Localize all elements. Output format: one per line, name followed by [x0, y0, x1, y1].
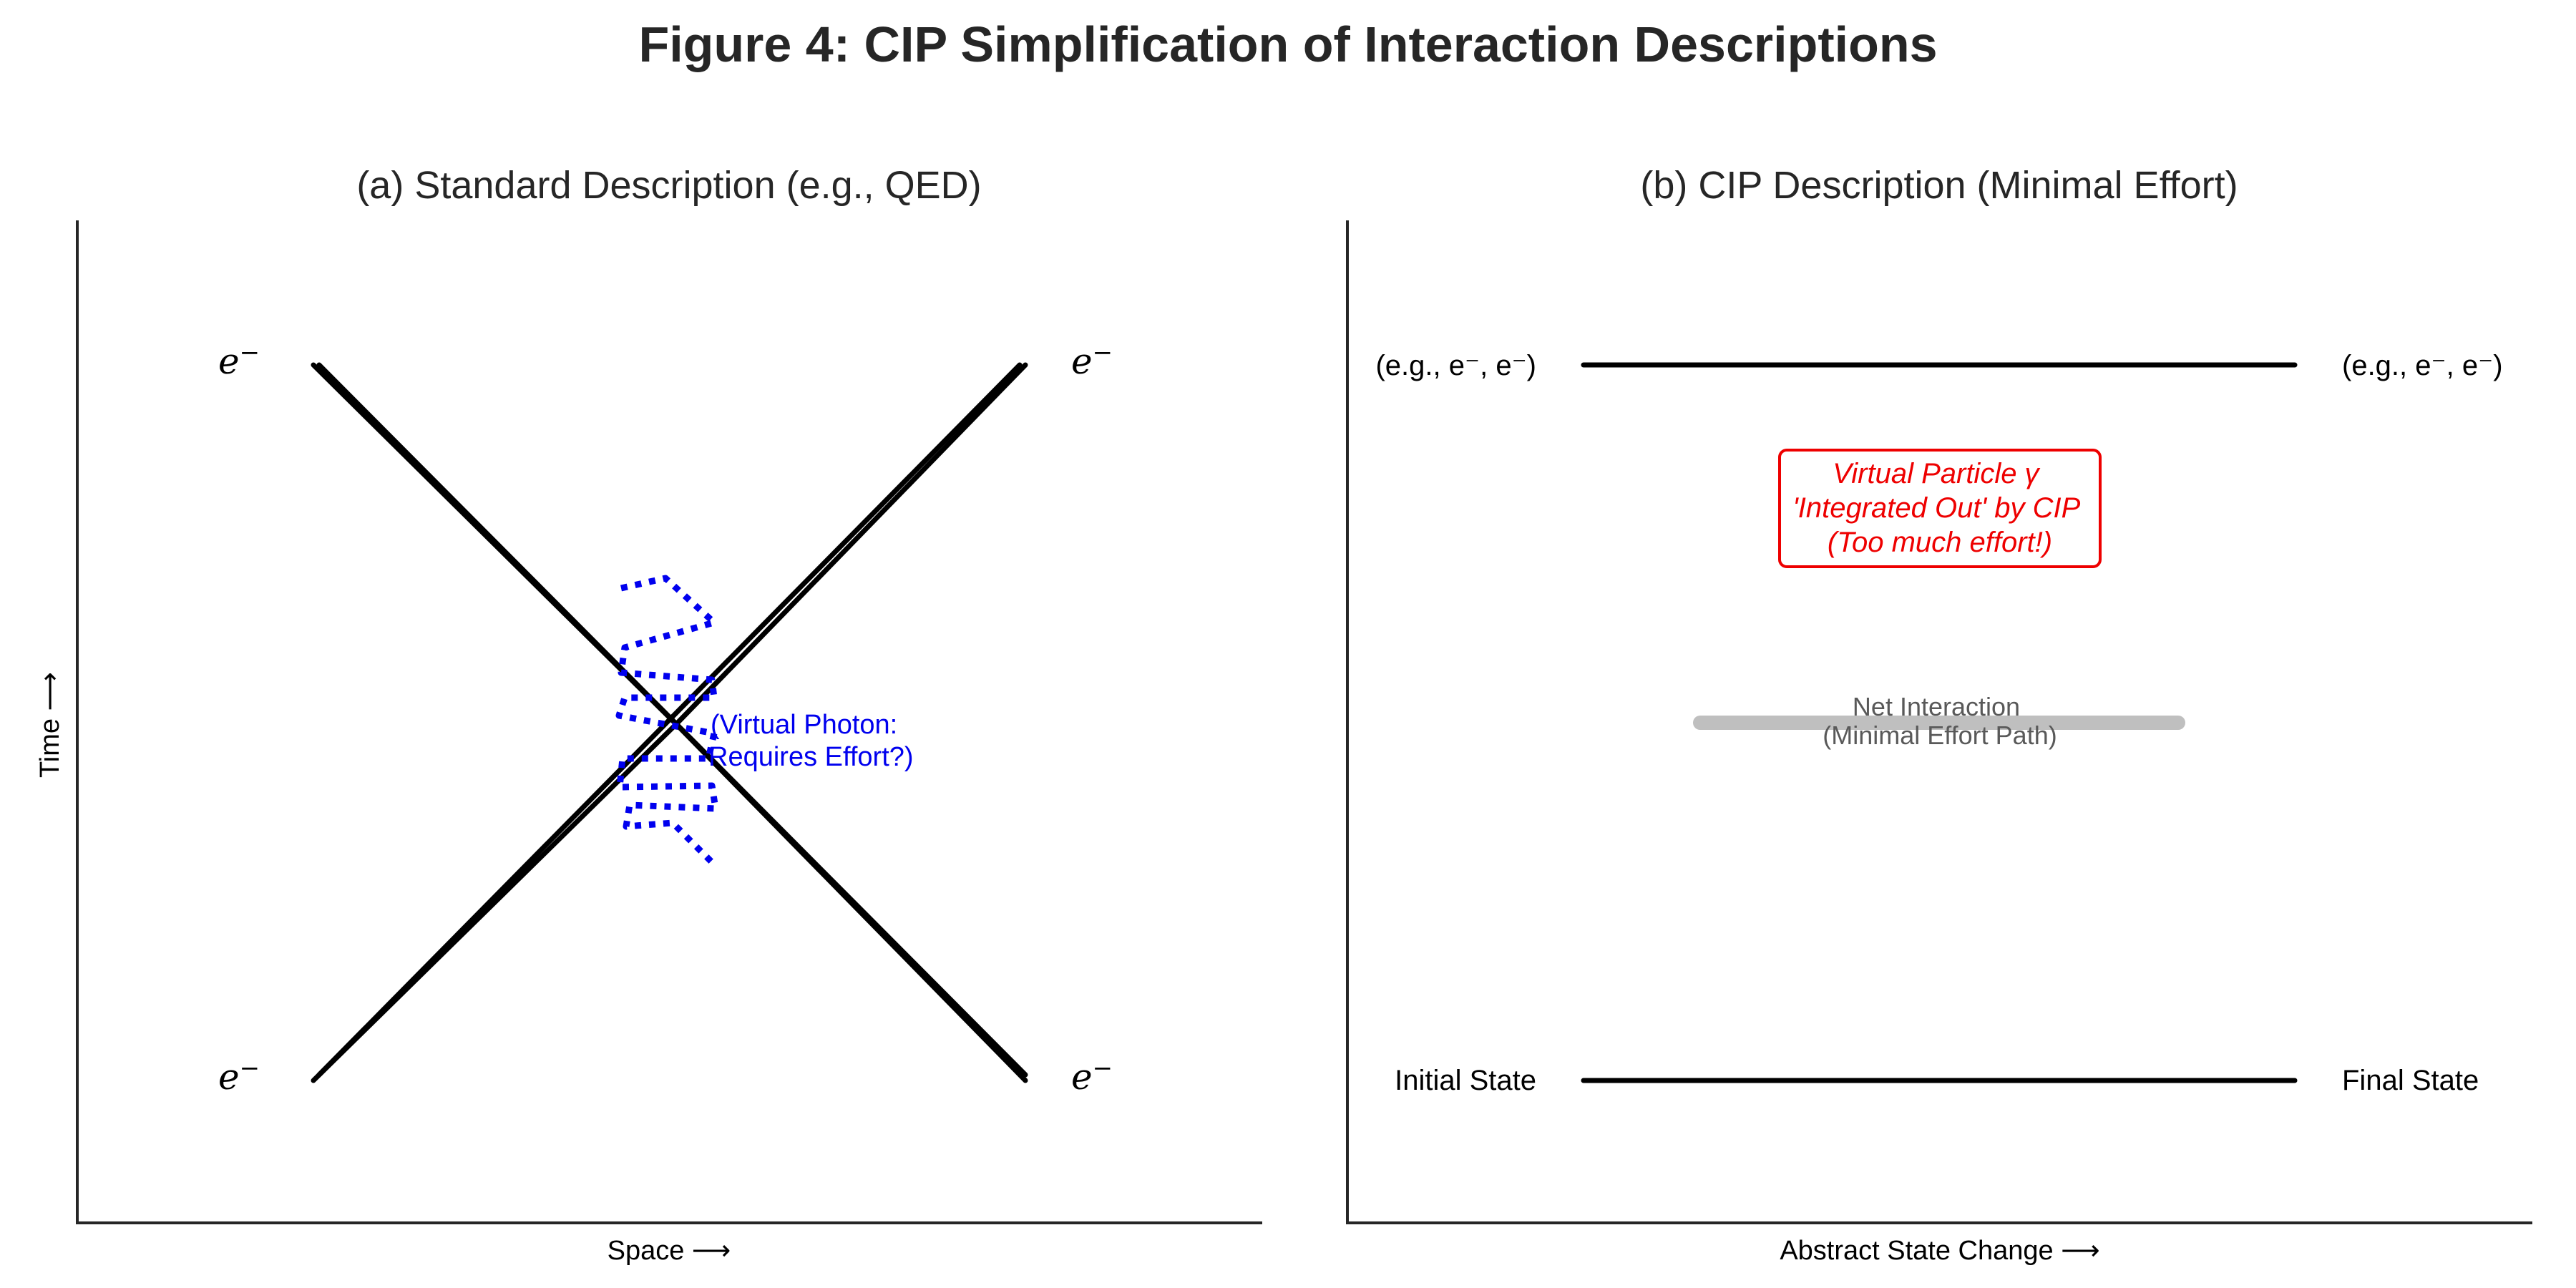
panel-a-x-axis-label: Space ⟶ — [608, 1236, 731, 1266]
final-state-label: Final State — [2342, 1065, 2479, 1096]
virtual-particle-line-1: Virtual Particle γ — [1833, 458, 2040, 489]
electron-label-bottom-left: e− — [218, 1054, 260, 1098]
electron-line-diagonal-up — [316, 362, 1023, 1078]
electron-label-bottom-right-sup: − — [1093, 1054, 1113, 1083]
electron-label-top-right-sup: − — [1093, 338, 1113, 367]
electron-labels: e− e− e− e− — [218, 338, 1113, 1098]
electron-label-bottom-left-base: e — [218, 1056, 240, 1098]
net-interaction-line-1: Net Interaction — [1853, 692, 2020, 721]
virtual-particle-line-2: 'Integrated Out' by CIP — [1792, 492, 2080, 524]
top-right-state-label: (e.g., e⁻, e⁻) — [2342, 350, 2503, 381]
electron-label-bottom-right: e− — [1071, 1054, 1113, 1098]
photon-annotation-line-1: (Virtual Photon: — [711, 710, 897, 740]
virtual-particle-line-3: (Too much effort!) — [1828, 527, 2052, 558]
initial-state-label: Initial State — [1395, 1065, 1536, 1096]
electron-label-top-left-base: e — [218, 341, 240, 382]
electron-label-top-left-sup: − — [240, 338, 260, 367]
virtual-particle-text: Virtual Particle γ 'Integrated Out' by C… — [1792, 458, 2087, 558]
electron-lines — [311, 362, 1028, 1083]
electron-label-bottom-right-base: e — [1071, 1056, 1093, 1098]
figure-title: Figure 4: CIP Simplification of Interact… — [638, 16, 1938, 72]
electron-label-top-right: e− — [1071, 338, 1113, 382]
panel-a-y-axis-label: Time ⟶ — [35, 672, 65, 778]
photon-annotation-line-2: Requires Effort?) — [708, 742, 914, 772]
panel-a: Time ⟶ Space ⟶ (Virtual Photon: Requires… — [35, 220, 1262, 1266]
photon-annotation: (Virtual Photon: Requires Effort?) — [708, 710, 914, 772]
panel-b-title: (b) CIP Description (Minimal Effort) — [1640, 164, 2238, 207]
net-interaction-text: Net Interaction (Minimal Effort Path) — [1823, 692, 2057, 750]
electron-label-top-left: e− — [218, 338, 260, 382]
virtual-photon-wave — [615, 575, 719, 869]
electron-label-top-right-base: e — [1071, 341, 1093, 382]
electron-label-bottom-left-sup: − — [240, 1054, 260, 1083]
panel-b: Abstract State Change ⟶ (e.g., e⁻, e⁻) (… — [1346, 220, 2532, 1266]
panel-a-title: (a) Standard Description (e.g., QED) — [356, 164, 982, 207]
top-left-state-label: (e.g., e⁻, e⁻) — [1375, 350, 1536, 381]
panel-b-x-axis-label: Abstract State Change ⟶ — [1780, 1236, 2099, 1266]
electron-line-top-right-out — [673, 362, 1028, 727]
virtual-particle-box — [1778, 449, 2102, 568]
net-interaction-line-2: (Minimal Effort Path) — [1823, 721, 2057, 750]
